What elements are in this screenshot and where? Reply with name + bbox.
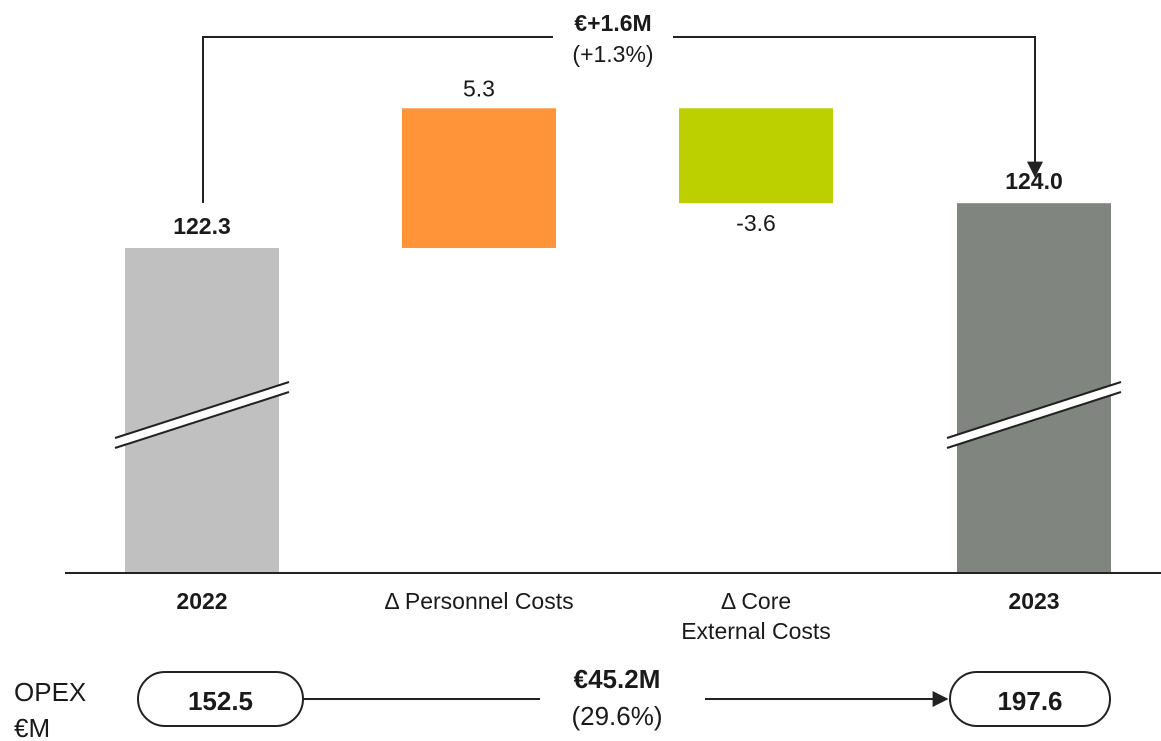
opex-change-amount: €45.2M — [574, 664, 661, 694]
change-percent-label: (+1.3%) — [572, 41, 653, 67]
category-label-1: Δ Personnel Costs — [384, 588, 573, 614]
value-label-1: 5.3 — [463, 75, 495, 101]
axis-break-mark-0 — [114, 381, 290, 449]
value-label-0: 122.3 — [173, 213, 231, 239]
opex-end-value: 197.6 — [997, 686, 1062, 716]
category-label-2: Δ Core External Costs — [681, 588, 831, 644]
category-label-0: 2022 — [176, 588, 227, 614]
opex-change-percent: (29.6%) — [571, 701, 662, 731]
opex-unit-label: €M — [14, 713, 50, 741]
category-label-3: 2023 — [1008, 588, 1059, 614]
opex-start-value: 152.5 — [188, 686, 253, 716]
opex-end-pill — [949, 671, 1111, 727]
bar-3 — [957, 203, 1111, 573]
opex-label: OPEX — [14, 677, 86, 707]
change-amount-label: €+1.6M — [574, 10, 651, 36]
value-label-2: -3.6 — [736, 210, 776, 236]
bar-1 — [402, 108, 556, 248]
bar-2 — [679, 108, 833, 204]
axis-break-mark-3 — [946, 381, 1122, 449]
change-label-background — [553, 8, 673, 70]
